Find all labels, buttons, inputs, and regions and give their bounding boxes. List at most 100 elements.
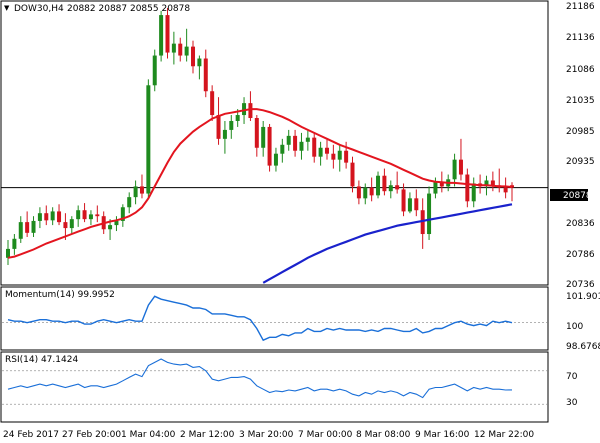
candle-body xyxy=(388,185,393,192)
candle-body xyxy=(248,103,253,119)
price-tick: 20836 xyxy=(566,219,595,229)
momentum-tick: 100 xyxy=(566,322,583,332)
candle-body xyxy=(69,219,74,229)
candle-body xyxy=(242,103,247,116)
time-axis: 24 Feb 2017 27 Feb 20:00 1 Mar 04:00 2 M… xyxy=(3,430,534,440)
momentum-series xyxy=(7,295,513,342)
candle-body xyxy=(31,220,36,233)
candle-body xyxy=(25,222,30,233)
candle-body xyxy=(127,197,132,208)
rsi-title: RSI(14) 47.1424 xyxy=(5,355,78,365)
price-tick: 21035 xyxy=(566,96,595,106)
time-label: 1 Mar 04:00 xyxy=(121,430,176,440)
rsi-tick: 30 xyxy=(566,398,578,408)
candle-body xyxy=(267,126,272,166)
momentum-panel[interactable] xyxy=(0,286,549,351)
candle-body xyxy=(171,43,176,53)
rsi-series xyxy=(7,358,513,399)
candle-body xyxy=(152,55,157,86)
price-tick: 20736 xyxy=(566,280,595,290)
price-candles xyxy=(1,7,548,284)
candle-body xyxy=(484,180,489,187)
momentum-line xyxy=(2,295,547,342)
momentum-tick: 101.9016 xyxy=(566,292,600,302)
candle-body xyxy=(420,210,425,235)
candle-body xyxy=(37,213,42,221)
time-label: 12 Mar 22:00 xyxy=(474,430,534,440)
price-tick: 21186 xyxy=(566,2,595,12)
candle-body xyxy=(427,193,432,235)
ohlc-label: 20882 20887 20855 20878 xyxy=(67,4,190,14)
time-label: 8 Mar 08:00 xyxy=(356,430,411,440)
candle-body xyxy=(159,15,164,56)
candle-body xyxy=(350,162,355,187)
candle-body xyxy=(88,214,93,220)
candle-body xyxy=(6,248,10,258)
candle-body xyxy=(503,187,508,193)
candle-body xyxy=(331,153,336,160)
time-label: 27 Feb 20:00 xyxy=(62,430,121,440)
candle-body xyxy=(216,115,221,139)
candle-body xyxy=(82,210,87,220)
candle-body xyxy=(407,198,412,212)
candle-body xyxy=(178,43,183,56)
candle-body xyxy=(114,220,119,226)
momentum-title: Momentum(14) 99.9952 xyxy=(5,290,115,300)
candle-body xyxy=(12,238,17,249)
candle-body xyxy=(293,135,298,151)
slow-moving-average xyxy=(262,203,513,284)
candle-body xyxy=(57,211,62,223)
candle-body xyxy=(184,46,189,56)
candle-body xyxy=(18,222,23,239)
candle-body xyxy=(50,211,55,221)
candle-body xyxy=(395,185,400,190)
price-tick: 20985 xyxy=(566,127,595,137)
candle-body xyxy=(146,85,151,194)
candle-body xyxy=(165,15,170,53)
candle-body xyxy=(490,180,495,186)
candle-body xyxy=(337,150,342,160)
candle-body xyxy=(324,147,329,154)
rsi-tick: 70 xyxy=(566,372,578,382)
current-price-badge: 20878 xyxy=(550,189,592,201)
price-tick: 21086 xyxy=(566,65,595,75)
candle-body xyxy=(452,159,457,180)
price-tick: 20935 xyxy=(566,157,595,167)
price-y-axis: 21186 21136 21086 21035 20985 20935 2083… xyxy=(566,2,595,290)
time-label: 2 Mar 12:00 xyxy=(180,430,235,440)
candle-body xyxy=(222,129,227,139)
candle-body xyxy=(318,147,323,157)
candle-body xyxy=(273,153,278,166)
candle-body xyxy=(191,46,196,67)
candle-body xyxy=(356,186,361,199)
candle-body xyxy=(369,187,374,196)
price-tick: 21136 xyxy=(566,33,595,43)
candle-body xyxy=(344,150,349,163)
candle-body xyxy=(401,189,406,212)
candle-body xyxy=(286,135,291,145)
candle-body xyxy=(414,198,419,211)
candle-body xyxy=(254,118,259,148)
time-label: 7 Mar 00:00 xyxy=(298,430,353,440)
candle-body xyxy=(229,120,234,130)
price-tick: 20786 xyxy=(566,250,595,260)
candle-body xyxy=(471,183,476,202)
rsi-panel[interactable] xyxy=(0,351,549,423)
candle-body xyxy=(261,126,266,148)
symbol-label: DOW30,H4 xyxy=(14,4,64,14)
candle-body xyxy=(44,213,49,221)
rsi-line xyxy=(2,358,547,405)
candle-body xyxy=(63,222,68,229)
candle-body xyxy=(203,58,208,92)
candle-body xyxy=(133,186,138,198)
chart-menu-arrow-icon[interactable]: ▼ xyxy=(4,4,10,12)
time-label: 9 Mar 16:00 xyxy=(415,430,470,440)
candle-body xyxy=(458,159,463,175)
candle-body xyxy=(439,181,444,187)
candle-body xyxy=(120,207,125,221)
candle-body xyxy=(299,141,304,151)
price-panel[interactable] xyxy=(0,0,549,286)
candle-body xyxy=(305,137,310,142)
time-label: 3 Mar 20:00 xyxy=(239,430,294,440)
